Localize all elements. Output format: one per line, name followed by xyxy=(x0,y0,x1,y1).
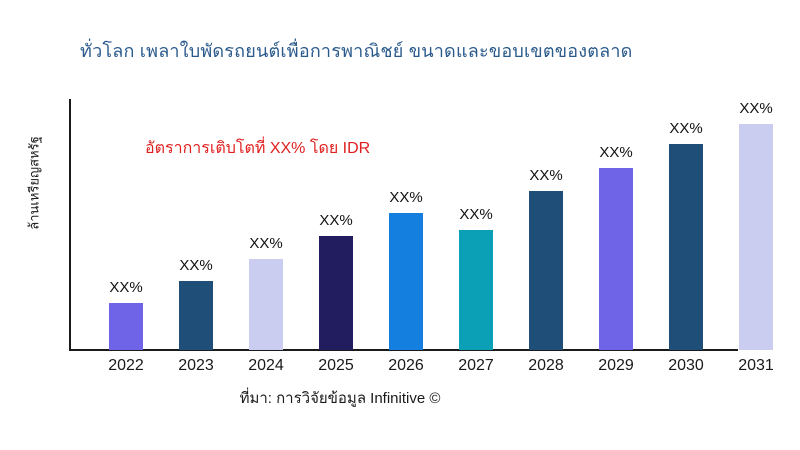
bar-group-2026: XX% 2026 xyxy=(371,100,441,380)
bar-2025 xyxy=(319,236,353,350)
bar-2029 xyxy=(599,168,633,350)
bar-2028 xyxy=(529,191,563,350)
bar-2027 xyxy=(459,230,493,350)
bar-2024 xyxy=(249,259,283,350)
bar-2031 xyxy=(739,124,773,350)
bar-group-2025: XX% 2025 xyxy=(301,100,371,380)
bar-value-label-2025: XX% xyxy=(319,212,353,229)
x-tick-2027: 2027 xyxy=(458,357,494,374)
x-axis-line xyxy=(69,349,738,351)
bar-value-label-2023: XX% xyxy=(179,257,213,274)
bar-group-2027: XX% 2027 xyxy=(441,100,511,380)
x-tick-2025: 2025 xyxy=(318,357,354,374)
bar-group-2030: XX% 2030 xyxy=(651,100,721,380)
x-tick-2024: 2024 xyxy=(248,357,284,374)
bar-group-2031: XX% 2031 xyxy=(721,100,791,380)
bar-value-label-2030: XX% xyxy=(669,120,703,137)
bar-group-2023: XX% 2023 xyxy=(161,100,231,380)
bar-value-label-2029: XX% xyxy=(599,144,633,161)
bar-group-2029: XX% 2029 xyxy=(581,100,651,380)
bar-2026 xyxy=(389,213,423,350)
chart-title: ทั่วโลก เพลาใบพัดรถยนต์เพื่อการพาณิชย์ ข… xyxy=(80,41,633,61)
bar-2022 xyxy=(109,303,143,350)
x-tick-2026: 2026 xyxy=(388,357,424,374)
bar-group-2028: XX% 2028 xyxy=(511,100,581,380)
x-tick-2022: 2022 xyxy=(108,357,144,374)
bar-value-label-2028: XX% xyxy=(529,167,563,184)
y-axis-label: ล้านเหรียญสหรัฐ xyxy=(26,136,42,230)
bar-value-label-2031: XX% xyxy=(739,100,773,117)
source-note: ที่มา: การวิจัยข้อมูล Infinitive © xyxy=(239,390,441,407)
growth-rate-annotation: อัตราการเติบโตที่ XX% โดย IDR xyxy=(145,140,371,157)
y-axis-line xyxy=(69,99,71,351)
bar-group-2022: XX% 2022 xyxy=(91,100,161,380)
x-tick-2028: 2028 xyxy=(528,357,564,374)
bar-2023 xyxy=(179,281,213,350)
x-tick-2030: 2030 xyxy=(668,357,704,374)
bar-value-label-2026: XX% xyxy=(389,189,423,206)
bar-2030 xyxy=(669,144,703,350)
bar-value-label-2027: XX% xyxy=(459,206,493,223)
x-tick-2023: 2023 xyxy=(178,357,214,374)
bar-group-2024: XX% 2024 xyxy=(231,100,301,380)
x-tick-2029: 2029 xyxy=(598,357,634,374)
x-tick-2031: 2031 xyxy=(738,357,774,374)
bar-value-label-2022: XX% xyxy=(109,279,143,296)
bar-value-label-2024: XX% xyxy=(249,235,283,252)
bars-row: XX% 2022 XX% 2023 XX% 2024 XX% 2025 XX% 2026 XX% 20… xyxy=(70,100,794,380)
